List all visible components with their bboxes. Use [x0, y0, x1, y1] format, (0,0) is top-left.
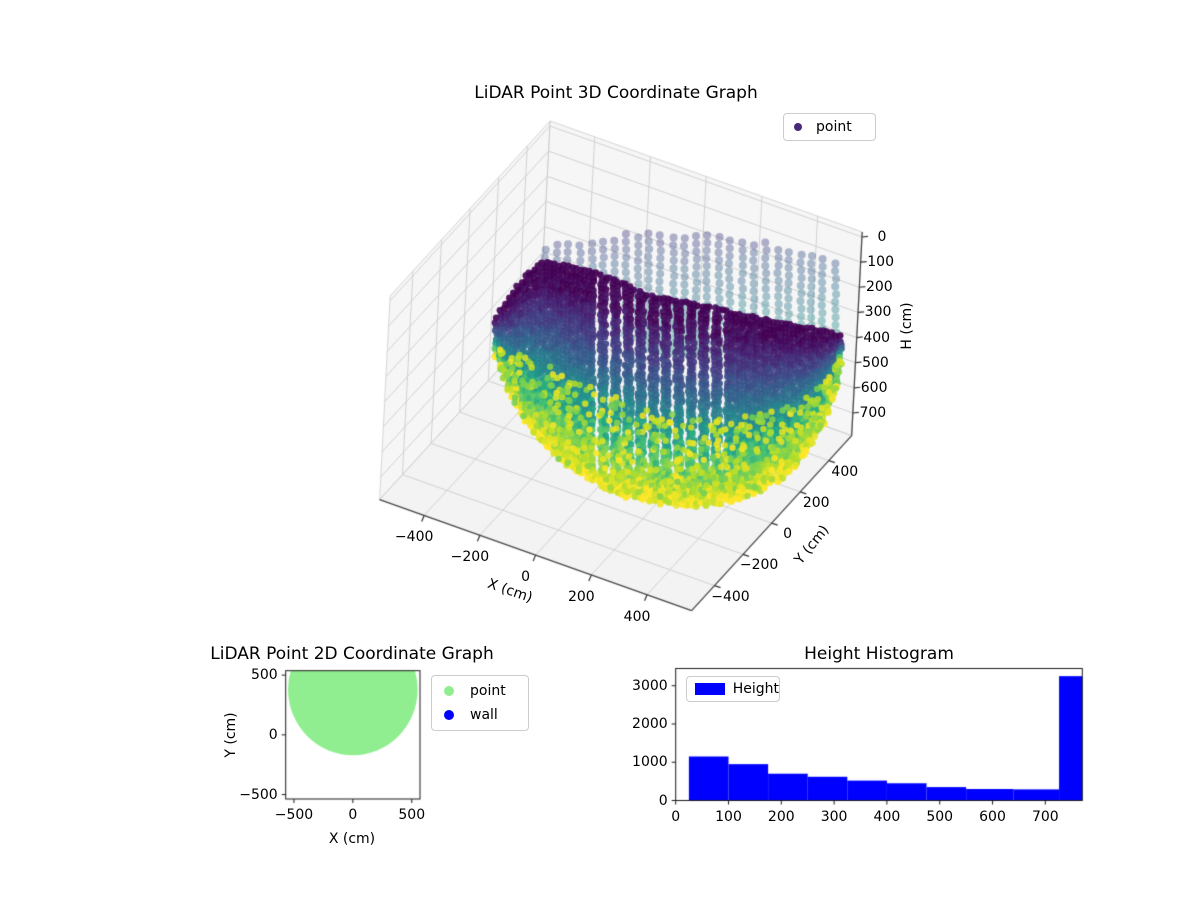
histogram-legend-label: Height	[732, 681, 779, 697]
plot3d-z-tick-label: 300	[864, 304, 892, 321]
histogram-y-tick-label: 2000	[632, 715, 668, 732]
histogram-legend: Height	[686, 676, 780, 702]
plot3d-z-tick-label: 100	[867, 254, 894, 271]
plot3d-legend-label: point	[816, 119, 852, 135]
plot2d-legend-point-label: point	[470, 683, 506, 699]
plot3d-x-tick-label: −200	[450, 549, 490, 566]
plot3d-x-tick-label: 200	[567, 588, 595, 605]
plot3d-y-tick-label: 200	[802, 494, 830, 511]
histogram-y-tick-label: 0	[658, 792, 668, 809]
plot2d-title: LiDAR Point 2D Coordinate Graph	[210, 644, 494, 664]
plot3d-title: LiDAR Point 3D Coordinate Graph	[474, 83, 758, 103]
plot2d-y-tick-label: 500	[250, 667, 278, 684]
histogram-x-tick-label: 300	[820, 808, 848, 825]
histogram-y-tick-label: 3000	[632, 677, 668, 694]
plot2d-x-tick-label: 500	[398, 807, 426, 823]
plot3d-z-tick-label: 400	[863, 329, 891, 346]
point-marker-icon	[444, 686, 454, 696]
histogram-x-tick-label: 400	[873, 808, 901, 825]
plot3d-x-tick-label: 0	[521, 569, 531, 586]
plot3d-z-tick-label: 200	[865, 279, 893, 296]
plot3d-legend: point	[783, 113, 876, 141]
histogram-title: Height Histogram	[804, 644, 954, 664]
plot2d-yaxis-label: Y (cm)	[223, 712, 239, 758]
plot2d-x-tick-label: −500	[274, 807, 314, 823]
histogram-y-tick-label: 1000	[632, 754, 668, 771]
plot3d-z-tick-label: 700	[859, 404, 887, 421]
histogram-x-tick-label: 600	[979, 808, 1006, 825]
plot3d-x-tick-label: −400	[394, 529, 434, 546]
histogram-x-tick-label: 0	[671, 808, 681, 825]
plot3d-x-tick-label: 400	[623, 608, 651, 625]
plot2d-y-tick-label: 0	[268, 726, 278, 743]
wall-marker-icon	[444, 710, 454, 720]
plot3d-z-tick-label: 500	[862, 354, 889, 371]
histogram-x-tick-label: 200	[767, 808, 795, 825]
point-marker-icon	[794, 123, 802, 131]
plot2d-legend: point wall	[431, 675, 529, 731]
histogram-x-tick-label: 500	[926, 808, 954, 825]
plot3d-z-tick-label: 0	[877, 228, 887, 245]
plot3d-y-tick-label: 400	[831, 463, 859, 480]
plot2d-legend-wall-label: wall	[470, 707, 498, 723]
plot3d-y-tick-label: −400	[711, 588, 750, 605]
plot3d-y-tick-label: −200	[739, 557, 779, 574]
plot2d-y-tick-label: −500	[239, 786, 278, 803]
plot2d-xaxis-label: X (cm)	[328, 831, 376, 847]
plot3d-y-tick-label: 0	[783, 526, 793, 543]
histogram-x-tick-label: 700	[1031, 808, 1059, 825]
plot3d-zaxis-label: H (cm)	[899, 302, 915, 350]
plot2d-x-tick-label: 0	[348, 807, 358, 823]
histogram-x-tick-label: 100	[715, 808, 742, 825]
height-swatch-icon	[695, 683, 725, 695]
plot3d-z-tick-label: 600	[860, 379, 888, 396]
